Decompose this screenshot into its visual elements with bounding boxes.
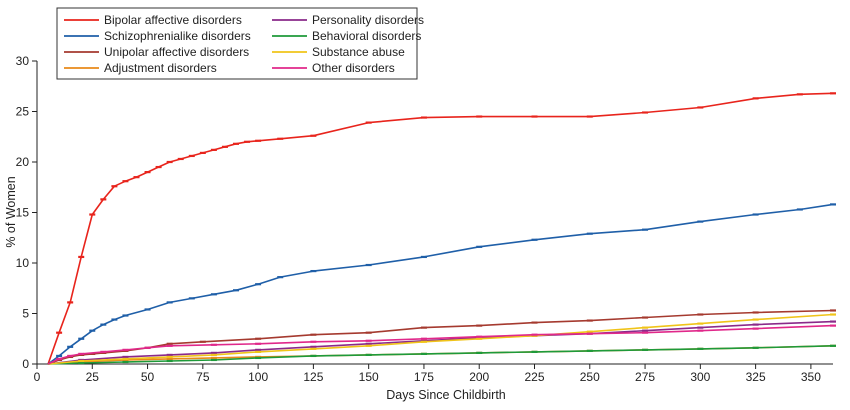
y-tick-label: 5 <box>22 307 29 321</box>
x-tick-label: 50 <box>141 370 155 384</box>
x-axis-title: Days Since Childbirth <box>386 388 506 402</box>
x-tick-label: 350 <box>801 370 821 384</box>
x-tick-label: 125 <box>303 370 323 384</box>
legend-box <box>56 7 418 80</box>
x-tick-label: 0 <box>34 370 41 384</box>
x-tick-label: 150 <box>359 370 379 384</box>
axes: 0 25 50 75 100 125 150 175 200 225 250 275 300 325 350… <box>16 54 833 384</box>
series-line <box>47 309 834 365</box>
legend-label: Behavioral disorders <box>312 29 421 43</box>
series-line <box>48 345 834 365</box>
y-axis-title: % of Women <box>4 176 18 247</box>
legend-label: Unipolar affective disorders <box>104 45 249 59</box>
series-unipolar-affective-disorders <box>47 309 836 365</box>
x-tick-label: 200 <box>469 370 489 384</box>
y-tick-label: 10 <box>16 256 30 270</box>
legend-label: Substance abuse <box>312 45 405 59</box>
x-tick-label: 100 <box>248 370 268 384</box>
x-tick-label: 325 <box>746 370 766 384</box>
legend-label: Schizophrenialike disorders <box>104 29 251 43</box>
y-tick-label: 20 <box>16 155 30 169</box>
series-line <box>48 320 834 365</box>
x-tick-label: 25 <box>86 370 100 384</box>
series-line <box>48 313 834 365</box>
legend-item-bipolar-affective-disorders: Bipolar affective disorders <box>64 13 242 27</box>
y-tick-label: 30 <box>16 54 30 68</box>
series-behavioral-disorders <box>48 344 836 365</box>
x-tick-label: 250 <box>580 370 600 384</box>
series-bipolar-affective-disorders <box>47 92 836 365</box>
legend: Bipolar affective disorders Schizophrenia… <box>56 7 424 80</box>
legend-label: Adjustment disorders <box>104 61 217 75</box>
legend-item-behavioral-disorders: Behavioral disorders <box>272 29 421 43</box>
legend-item-schizophrenialike-disorders: Schizophrenialike disorders <box>64 29 251 43</box>
series-line <box>47 92 834 365</box>
x-tick-label: 225 <box>524 370 544 384</box>
series-schizophrenialike-disorders <box>47 203 836 365</box>
series-other-disorders <box>47 324 836 365</box>
y-tick-label: 25 <box>16 105 30 119</box>
x-tick-label: 275 <box>635 370 655 384</box>
x-tick-label: 75 <box>196 370 210 384</box>
x-tick-label: 175 <box>414 370 434 384</box>
series-layer <box>47 92 836 365</box>
y-tick-label: 15 <box>16 206 30 220</box>
legend-label: Bipolar affective disorders <box>104 13 242 27</box>
legend-label: Other disorders <box>312 61 395 75</box>
legend-item-personality-disorders: Personality disorders <box>272 13 424 27</box>
x-tick-label: 300 <box>690 370 710 384</box>
legend-label: Personality disorders <box>312 13 424 27</box>
legend-item-other-disorders: Other disorders <box>272 61 395 75</box>
y-tick-label: 0 <box>22 357 29 371</box>
legend-item-adjustment-disorders: Adjustment disorders <box>64 61 217 75</box>
legend-item-substance-abuse: Substance abuse <box>272 45 405 59</box>
series-line <box>47 324 834 365</box>
legend-item-unipolar-affective-disorders: Unipolar affective disorders <box>64 45 249 59</box>
